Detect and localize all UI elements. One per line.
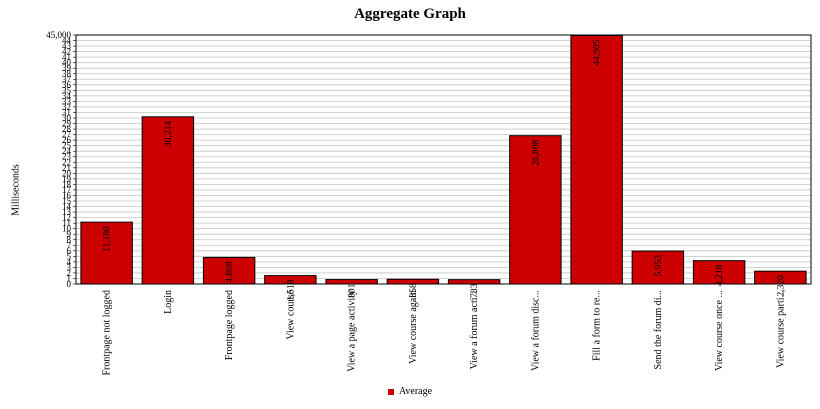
x-tick-label: View a page activity — [347, 290, 358, 372]
y-tick-label: 26 — [62, 135, 72, 145]
x-tick-label: Frontpage not logged — [102, 290, 113, 376]
legend: Average — [0, 386, 820, 397]
legend-label: Average — [398, 386, 433, 397]
y-tick-label: 19 — [62, 174, 72, 184]
y-tick-label: 44 — [62, 36, 72, 46]
y-tick-label: 36 — [62, 80, 72, 90]
y-tick-label: 13 — [62, 207, 72, 217]
y-tick-label: 18 — [62, 179, 72, 189]
bar — [631, 250, 685, 285]
x-tick-label: Fill a form to re... — [592, 290, 603, 361]
y-tick-label: 42 — [62, 47, 71, 57]
y-tick-label: 39 — [62, 63, 72, 73]
y-tick-label: 25 — [62, 141, 72, 151]
y-tick-label: 31 — [62, 107, 71, 117]
bar-value-label: 1,518 — [286, 279, 296, 301]
y-tick-label: 33 — [62, 96, 72, 106]
y-tick-label: 38 — [62, 69, 72, 79]
y-tick-label: 16 — [62, 190, 72, 200]
x-tick-label: View course once ... — [714, 290, 725, 371]
y-tick-label: 22 — [62, 157, 71, 167]
x-tick-label: View course again — [408, 290, 419, 364]
x-tick-label: Frontpage logged — [224, 290, 235, 360]
bar-value-label: 44,905 — [593, 39, 603, 65]
y-tick-label: 20 — [62, 168, 72, 178]
y-tick-label: 1 — [67, 273, 72, 283]
y-tick-label: 23 — [62, 152, 72, 162]
bar — [325, 279, 378, 285]
bar-value-label: 11,180 — [103, 226, 113, 252]
x-tick-label: View course — [285, 289, 296, 339]
bar-value-label: 858 — [409, 283, 419, 298]
bar-value-label: 30,214 — [164, 121, 174, 147]
y-tick-label: 41 — [62, 52, 71, 62]
y-tick-label: 0 — [67, 279, 72, 289]
y-tick-label: 2 — [67, 268, 72, 278]
bar — [570, 35, 623, 285]
y-tick-label: 11 — [62, 218, 71, 228]
y-tick-label: 24 — [62, 146, 72, 156]
y-tick-label: 7 — [67, 240, 72, 250]
y-tick-label: 32 — [62, 102, 71, 112]
y-tick-label: 8 — [67, 235, 72, 245]
y-tick-label: 35 — [62, 85, 72, 95]
bar-value-label: 4,218 — [715, 264, 725, 286]
y-tick-label: 4 — [67, 257, 72, 267]
x-tick-label: View course parti... — [775, 290, 786, 368]
bar-value-label: 783 — [470, 283, 480, 298]
y-tick-label: 6 — [67, 246, 72, 256]
y-tick-label: 9 — [67, 229, 72, 239]
y-tick-label: 15 — [62, 196, 72, 206]
y-tick-label: 12 — [62, 213, 71, 223]
bar-value-label: 2,320 — [776, 275, 786, 297]
x-tick-label: View a forum acti... — [469, 290, 480, 369]
plot-frame — [75, 34, 812, 285]
bar — [447, 279, 501, 285]
chart-title: Aggregate Graph — [354, 6, 466, 22]
y-tick-label: 28 — [62, 124, 72, 134]
plot-background — [76, 35, 811, 284]
bar-value-label: 26,808 — [531, 139, 541, 165]
y-tick-label: 30 — [62, 113, 72, 123]
y-tick-label: 14 — [62, 202, 72, 212]
y-tick-label: 21 — [62, 163, 71, 173]
y-tick-label: 29 — [62, 119, 72, 129]
y-tick-label: 45,000 — [46, 30, 71, 40]
y-tick-label: 27 — [62, 130, 72, 140]
x-tick-label: View a forum disc... — [530, 290, 541, 371]
y-tick-label: 34 — [62, 91, 72, 101]
bar-value-label: 801 — [348, 283, 358, 298]
bar-value-label: 5,953 — [654, 255, 664, 277]
bar — [80, 221, 133, 285]
y-tick-label: 40 — [62, 58, 72, 68]
legend-swatch — [387, 388, 394, 395]
y-tick-label: 43 — [62, 41, 72, 51]
x-tick-label: Login — [163, 290, 174, 314]
y-tick-label: 10 — [62, 224, 72, 234]
y-tick-label: 17 — [62, 185, 72, 195]
x-tick-label: Send the forum di... — [653, 290, 664, 369]
y-tick-label: 37 — [62, 74, 72, 84]
bar — [141, 116, 195, 285]
bar-value-label: 4,808 — [225, 261, 235, 283]
y-tick-label: 3 — [67, 262, 72, 272]
y-tick-label: 5 — [67, 251, 72, 261]
